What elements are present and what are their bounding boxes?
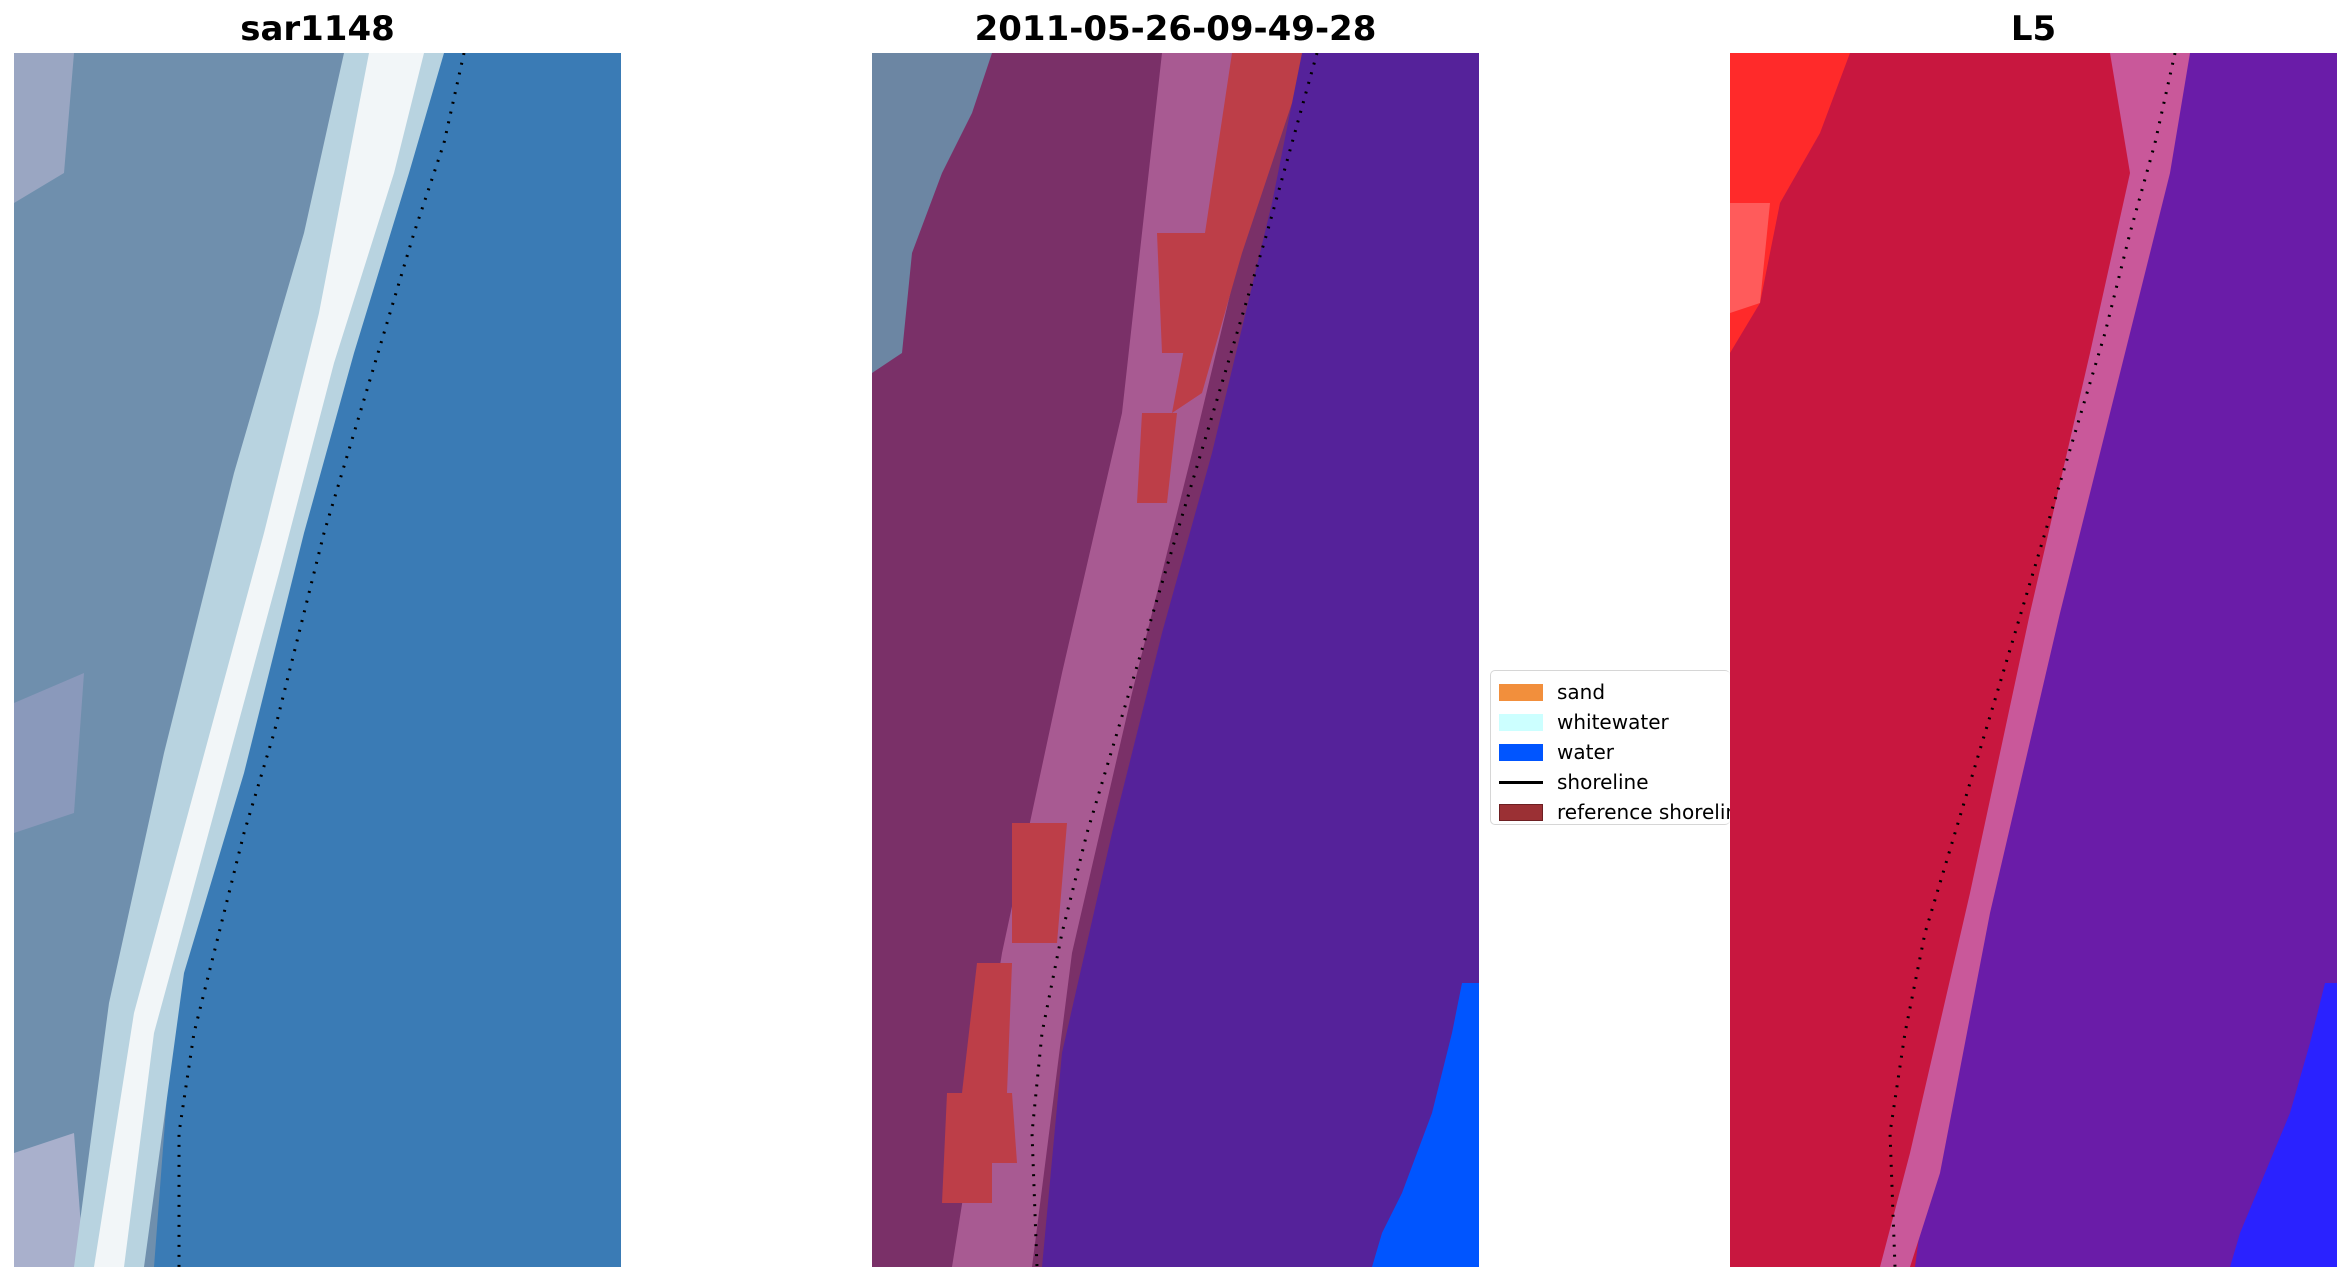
- legend-item-shoreline: shoreline: [1499, 769, 1649, 795]
- legend-label: water: [1557, 740, 1614, 764]
- sand-patch: [14, 673, 84, 833]
- high-index-patch: [1730, 203, 1770, 313]
- legend-item-reference-shoreline: reference shoreline: [1499, 799, 1730, 824]
- shoreline-swatch: [1499, 780, 1543, 784]
- legend-label: whitewater: [1557, 710, 1669, 734]
- water-swatch: [1499, 743, 1543, 761]
- transition-band: [1880, 53, 2190, 1267]
- sand-swatch: [1499, 683, 1543, 701]
- legend-item-sand: sand: [1499, 679, 1605, 705]
- rgb-image-panel: [14, 53, 621, 1267]
- legend-item-water: water: [1499, 739, 1614, 765]
- index-image: [1730, 53, 2337, 1267]
- reference-shoreline-patch: [1137, 413, 1177, 503]
- reference-shoreline-patch: [1157, 233, 1207, 353]
- classified-image: [872, 53, 1479, 1267]
- rgb-image: [14, 53, 621, 1267]
- reference-shoreline-patch: [1012, 823, 1067, 943]
- index-image-panel: [1730, 53, 2337, 1267]
- sand-patch: [14, 1133, 84, 1267]
- reference-shoreline-patch: [1172, 53, 1302, 413]
- panel-title-classified: 2011-05-26-09-49-28: [974, 9, 1377, 49]
- panel-title-rgb: sar1148: [240, 9, 395, 49]
- unclassified-area: [872, 53, 992, 373]
- surf-zone-bright: [94, 53, 424, 1267]
- whitewater-swatch: [1499, 713, 1543, 731]
- panel-title-index: L5: [2010, 9, 2057, 49]
- reference-shoreline-swatch: [1499, 803, 1543, 821]
- shoreline: [1888, 53, 2177, 1267]
- sand-patch: [14, 53, 74, 203]
- legend: sand whitewater water shoreline referenc…: [1490, 670, 1730, 825]
- land-index-area: [1730, 53, 2180, 1267]
- water-patch: [1372, 983, 1479, 1267]
- legend-label: reference shoreline: [1557, 800, 1730, 824]
- legend-item-whitewater: whitewater: [1499, 709, 1669, 735]
- water-patch: [2230, 983, 2337, 1267]
- legend-label: sand: [1557, 680, 1606, 704]
- legend-label: shoreline: [1557, 770, 1649, 794]
- reference-shoreline-patch: [962, 963, 1012, 1093]
- classified-image-panel: [872, 53, 1479, 1267]
- reference-shoreline-patch: [942, 1093, 1017, 1203]
